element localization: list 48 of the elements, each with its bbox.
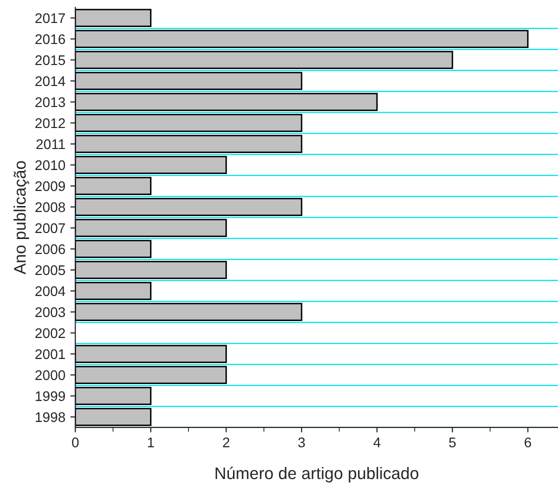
y-tick-label: 2003	[35, 307, 65, 318]
y-tick-label: 2014	[35, 76, 66, 86]
bar	[75, 92, 378, 112]
bar	[75, 218, 227, 238]
x-tick-label: 0	[72, 438, 79, 448]
bar	[75, 50, 454, 70]
y-tick-label: 2011	[36, 139, 65, 150]
y-tick-label: 2007	[35, 223, 65, 234]
bar	[75, 386, 152, 406]
bar	[75, 198, 302, 216]
x-tick-label: 6	[524, 438, 532, 448]
bar	[75, 8, 152, 28]
bar	[75, 156, 227, 174]
y-tick-label: 2013	[35, 97, 65, 108]
bar	[75, 240, 152, 258]
y-tick-label: 2008	[35, 202, 66, 212]
y-tick-label: 1999	[36, 391, 65, 402]
y-tick-label: 2000	[35, 370, 66, 380]
y-tick-label: 2017	[35, 13, 65, 24]
y-tick-label: 2016	[35, 34, 65, 44]
x-tick-label: 5	[449, 438, 456, 448]
y-tick-label: 1998	[36, 412, 66, 422]
bar	[75, 114, 302, 132]
y-tick-label: 2010	[35, 160, 66, 170]
bar	[75, 134, 302, 154]
y-tick-label: 2005	[35, 265, 66, 276]
bar	[75, 282, 152, 300]
bar	[75, 260, 227, 280]
bar	[75, 344, 227, 364]
y-tick-label: 2012	[35, 118, 65, 128]
y-tick-label: 2004	[35, 286, 66, 296]
x-tick-label: 4	[373, 438, 380, 448]
bar	[75, 72, 302, 90]
y-tick-label: 2015	[35, 55, 66, 66]
bar	[75, 30, 529, 48]
y-axis-title: Ano publicação	[14, 161, 30, 274]
x-tick-label: 1	[148, 438, 154, 448]
bar	[75, 408, 152, 426]
bar	[75, 176, 152, 196]
bar	[75, 302, 302, 322]
y-tick-label: 2006	[35, 244, 65, 254]
y-tick-label: 2009	[35, 181, 65, 192]
y-tick-label: 2001	[35, 349, 65, 360]
x-axis-title: Número de artigo publicado	[216, 466, 418, 482]
bar	[75, 366, 227, 384]
x-tick-label: 3	[298, 438, 305, 448]
y-tick-label: 2002	[35, 328, 65, 338]
x-tick-label: 2	[223, 438, 230, 448]
